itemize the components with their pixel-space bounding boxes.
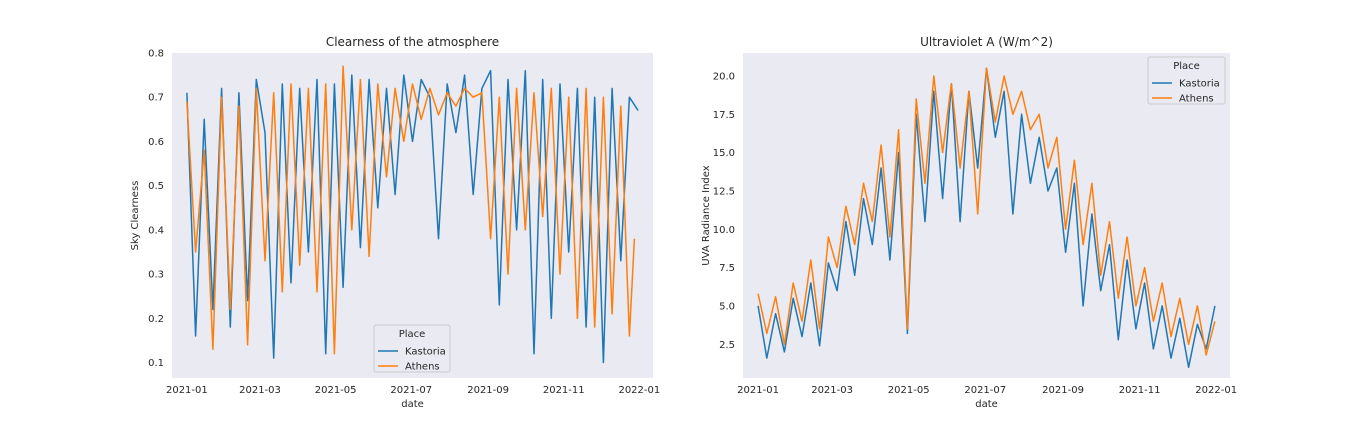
x-axis-label: date — [401, 399, 424, 410]
legend-entry: Kastoria — [1179, 79, 1220, 90]
series-line-athens — [186, 65, 636, 355]
legend-title: Place — [1173, 61, 1200, 72]
y-tick-label: 2.5 — [719, 340, 735, 351]
y-axis-label: UVA Radiance Index — [701, 165, 712, 265]
legend-entry: Athens — [405, 362, 440, 373]
x-tick-label: 2021-07 — [964, 385, 1006, 396]
legend-box — [373, 324, 451, 373]
legend-entry: Athens — [1179, 94, 1214, 105]
x-tick-label: 2022-01 — [618, 385, 660, 396]
x-tick-label: 2021-01 — [166, 385, 208, 396]
y-tick-label: 10.0 — [713, 225, 735, 236]
y-tick-label: 17.5 — [713, 110, 735, 121]
y-axis-label: Sky Clearness — [130, 181, 141, 251]
legend: Place Kastoria Athens — [373, 324, 451, 373]
y-tick-label: 20.0 — [713, 71, 735, 82]
legend-entry: Kastoria — [405, 347, 446, 358]
x-tick-label: 2022-01 — [1195, 385, 1237, 396]
series-line-kastoria — [186, 69, 639, 364]
x-tick-label: 2021-07 — [390, 385, 432, 396]
x-tick-label: 2021-09 — [467, 385, 509, 396]
y-tick-label: 5.0 — [719, 301, 735, 312]
legend-box — [1147, 56, 1226, 105]
y-tick-label: 7.5 — [719, 263, 735, 274]
x-tick-label: 2021-09 — [1042, 385, 1084, 396]
y-tick-label: 0.5 — [148, 181, 164, 192]
y-tick-label: 0.7 — [148, 93, 164, 104]
chart-title: Ultraviolet A (W/m^2) — [920, 35, 1053, 49]
x-axis-label: date — [975, 399, 998, 410]
y-tick-label: 0.8 — [148, 49, 164, 60]
y-tick-label: 0.1 — [148, 358, 164, 369]
x-tick-label: 2021-11 — [1119, 385, 1161, 396]
chart-title: Clearness of the atmosphere — [326, 35, 499, 49]
x-tick-label: 2021-01 — [737, 385, 779, 396]
x-tick-label: 2021-11 — [543, 385, 585, 396]
legend-title: Place — [399, 329, 426, 340]
plot-area — [743, 53, 1230, 378]
chart-clearness: Clearness of the atmosphere 2021-01 2021-0… — [130, 35, 660, 410]
y-tick-label: 12.5 — [713, 186, 735, 197]
legend: Place Kastoria Athens — [1147, 56, 1226, 105]
series-line-athens — [757, 67, 1216, 356]
y-tick-label: 15.0 — [713, 148, 735, 159]
x-tick-label: 2021-05 — [315, 385, 357, 396]
y-tick-label: 0.4 — [148, 225, 164, 236]
x-tick-label: 2021-03 — [811, 385, 853, 396]
x-tick-label: 2021-03 — [239, 385, 281, 396]
y-tick-label: 0.3 — [148, 270, 164, 281]
y-tick-label: 0.6 — [148, 137, 164, 148]
y-tick-label: 0.2 — [148, 314, 164, 325]
x-tick-label: 2021-05 — [888, 385, 930, 396]
chart-ultraviolet-a: Ultraviolet A (W/m^2) 2021-01 2021-03 2021-… — [701, 35, 1237, 410]
